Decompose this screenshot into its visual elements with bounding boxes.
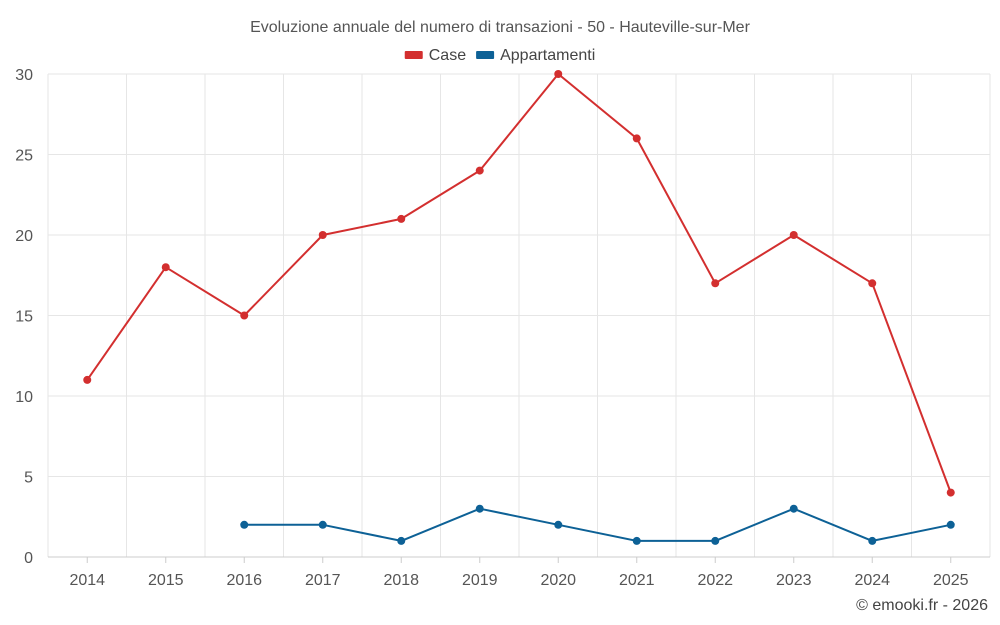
series-layer: [83, 70, 955, 545]
data-point-case-2025[interactable]: [946, 488, 955, 497]
data-point-case-2018[interactable]: [397, 214, 406, 223]
legend-label: Case: [429, 47, 466, 64]
x-tick-label: 2014: [69, 572, 105, 589]
series-appartamenti: [240, 504, 955, 545]
x-tick-label: 2021: [619, 572, 655, 589]
credit-text: © emooki.fr - 2026: [856, 597, 988, 614]
y-tick-label: 25: [15, 148, 33, 165]
chart-title: Evoluzione annuale del numero di transaz…: [250, 19, 750, 36]
y-tick-label: 5: [24, 470, 33, 487]
series-case: [83, 70, 955, 497]
x-tick-label: 2025: [933, 572, 969, 589]
legend-label: Appartamenti: [500, 47, 595, 64]
data-point-appartamenti-2024[interactable]: [868, 536, 877, 545]
legend-item-case[interactable]: Case: [404, 47, 466, 64]
legend[interactable]: Case Appartamenti: [404, 47, 596, 64]
y-tick-label: 10: [15, 389, 33, 406]
x-tick-label: 2019: [462, 572, 498, 589]
x-tick-label: 2018: [383, 572, 419, 589]
x-tick-label: 2020: [540, 572, 576, 589]
legend-item-appartamenti[interactable]: Appartamenti: [476, 47, 595, 64]
legend-swatch: [476, 51, 495, 59]
data-point-case-2020[interactable]: [554, 70, 563, 78]
data-point-case-2015[interactable]: [161, 263, 170, 272]
data-point-appartamenti-2021[interactable]: [632, 536, 641, 545]
data-point-appartamenti-2016[interactable]: [240, 520, 249, 529]
series-line-appartamenti: [244, 507, 951, 542]
data-point-case-2017[interactable]: [318, 231, 327, 239]
x-tick-label: 2017: [305, 572, 341, 589]
data-point-appartamenti-2018[interactable]: [397, 536, 406, 545]
data-point-appartamenti-2023[interactable]: [789, 504, 798, 513]
data-point-case-2016[interactable]: [240, 311, 249, 320]
data-point-appartamenti-2022[interactable]: [711, 536, 720, 545]
x-tick-label: 2024: [854, 572, 890, 589]
data-point-case-2023[interactable]: [789, 231, 798, 239]
y-tick-label: 0: [24, 550, 33, 567]
x-tick-label: 2015: [148, 572, 184, 589]
data-point-case-2021[interactable]: [632, 134, 641, 143]
y-tick-label: 15: [15, 309, 33, 326]
x-tick-label: 2016: [226, 572, 262, 589]
legend-swatch: [404, 51, 423, 59]
x-tick-label: 2023: [776, 572, 812, 589]
y-tick-label: 20: [15, 228, 33, 245]
data-point-case-2019[interactable]: [475, 166, 484, 175]
data-point-appartamenti-2019[interactable]: [475, 504, 484, 513]
grid: [47, 73, 991, 558]
y-tick-label: 30: [15, 67, 33, 84]
data-point-case-2014[interactable]: [83, 375, 92, 384]
data-point-case-2022[interactable]: [711, 279, 720, 288]
data-point-case-2024[interactable]: [868, 279, 877, 288]
data-point-appartamenti-2017[interactable]: [318, 520, 327, 529]
x-tick-label: 2022: [697, 572, 733, 589]
series-line-case: [86, 73, 952, 493]
data-point-appartamenti-2020[interactable]: [554, 520, 563, 529]
data-point-appartamenti-2025[interactable]: [946, 520, 955, 529]
